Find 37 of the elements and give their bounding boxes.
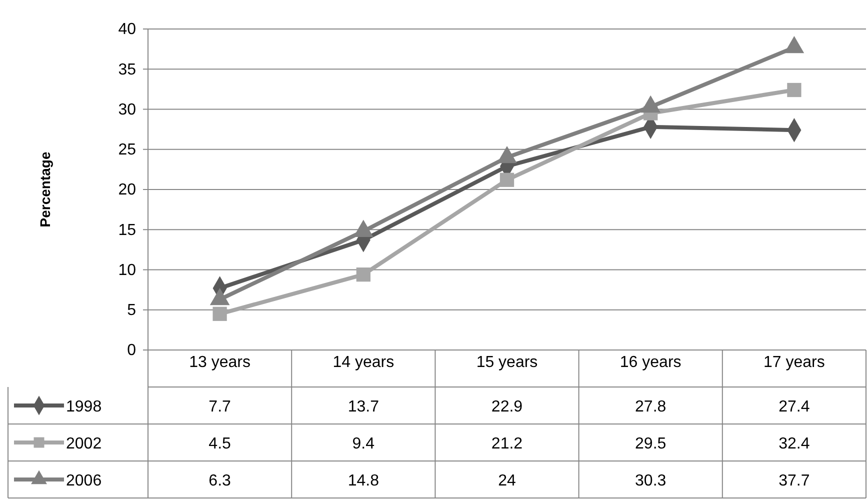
y-tick-label: 5 — [127, 302, 136, 319]
data-label: 21.2 — [491, 436, 523, 452]
x-tick-label: 15 years — [476, 354, 538, 371]
legend-label: 2006 — [66, 472, 102, 490]
data-label: 14.8 — [348, 472, 380, 490]
legend-label: 1998 — [66, 398, 102, 416]
x-tick-label: 16 years — [620, 354, 682, 371]
y-tick-label: 10 — [118, 262, 136, 279]
data-label: 7.7 — [208, 398, 232, 416]
y-axis-title: Percentage — [37, 152, 53, 228]
point — [787, 82, 802, 98]
y-tick-label: 30 — [118, 101, 136, 118]
x-tick-label: 14 years — [332, 354, 394, 371]
y-tick-label: 20 — [118, 182, 136, 199]
y-tick-label: 35 — [118, 61, 136, 78]
x-tick-label: 17 years — [764, 354, 825, 371]
legend-label: 2002 — [66, 436, 102, 452]
y-tick-label: 25 — [118, 141, 136, 158]
data-label: 37.7 — [778, 472, 810, 490]
y-tick-label: 40 — [118, 21, 136, 38]
data-label: 9.4 — [352, 436, 375, 452]
data-label: 32.4 — [778, 436, 810, 452]
data-label: 22.9 — [491, 398, 523, 416]
data-label: 27.8 — [635, 398, 666, 416]
data-label: 4.5 — [208, 436, 232, 452]
y-tick-label: 0 — [127, 342, 136, 360]
y-tick-label: 15 — [118, 222, 136, 239]
data-label: 29.5 — [635, 436, 666, 452]
point — [212, 306, 227, 321]
data-label: 27.4 — [778, 398, 810, 416]
data-label: 30.3 — [635, 472, 666, 490]
point — [500, 172, 514, 187]
data-label: 6.3 — [208, 472, 232, 490]
data-label: 24 — [498, 472, 516, 490]
x-tick-label: 13 years — [189, 354, 250, 371]
data-label: 13.7 — [348, 398, 380, 416]
point — [356, 267, 370, 282]
